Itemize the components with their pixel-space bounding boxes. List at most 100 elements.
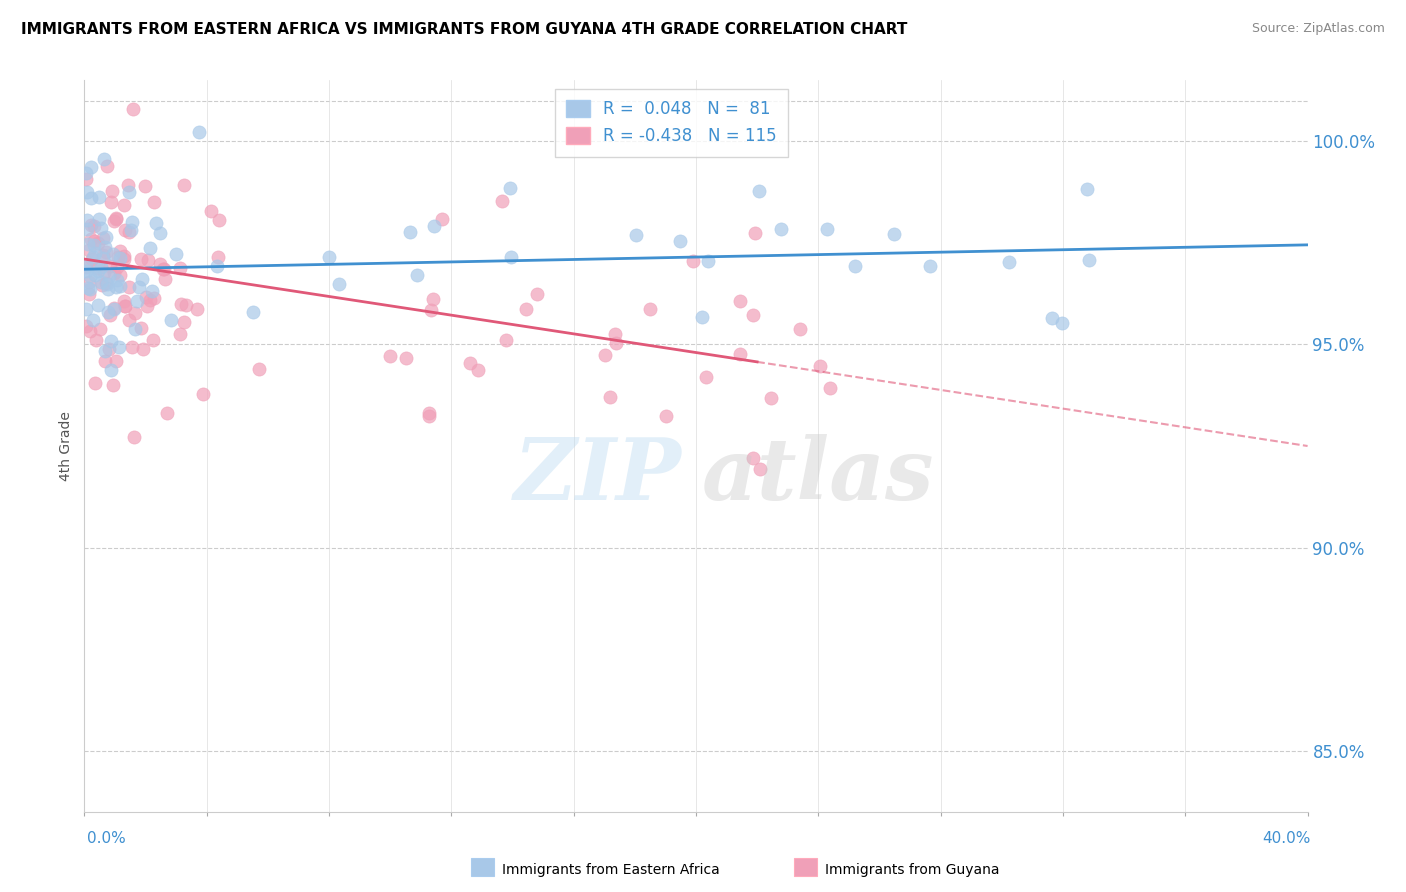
Point bbox=[141, 284, 163, 298]
Point bbox=[1050, 316, 1073, 330]
Point bbox=[98, 309, 121, 323]
Point bbox=[112, 198, 135, 212]
Point bbox=[121, 340, 143, 354]
Point bbox=[208, 213, 231, 227]
Point bbox=[93, 354, 115, 368]
Point bbox=[187, 125, 209, 139]
Point bbox=[79, 287, 101, 301]
Point bbox=[86, 235, 108, 250]
Point bbox=[91, 248, 114, 262]
Point bbox=[84, 333, 107, 347]
Point bbox=[110, 268, 132, 282]
Point bbox=[105, 211, 128, 226]
Point bbox=[132, 343, 155, 357]
Point bbox=[77, 237, 100, 252]
Point bbox=[100, 363, 122, 377]
Point bbox=[131, 272, 153, 286]
Point bbox=[605, 335, 627, 350]
Point bbox=[169, 260, 191, 275]
Point bbox=[114, 299, 136, 313]
Point bbox=[844, 259, 866, 273]
Point bbox=[422, 292, 444, 306]
Point bbox=[200, 203, 222, 218]
Point bbox=[75, 302, 97, 317]
Point bbox=[94, 276, 117, 290]
Point bbox=[728, 294, 751, 309]
Point bbox=[94, 230, 117, 244]
Point bbox=[97, 282, 120, 296]
Point bbox=[418, 409, 440, 423]
Point bbox=[134, 179, 156, 194]
Point bbox=[173, 315, 195, 329]
Point bbox=[398, 225, 420, 239]
Point bbox=[143, 195, 166, 210]
Point bbox=[79, 283, 101, 297]
Point bbox=[89, 322, 111, 336]
Point bbox=[118, 185, 141, 199]
Point bbox=[75, 264, 97, 278]
Point bbox=[695, 370, 717, 384]
Point bbox=[82, 251, 104, 265]
Point bbox=[103, 302, 125, 317]
Point bbox=[82, 313, 104, 327]
Point bbox=[93, 265, 115, 279]
Point bbox=[90, 221, 112, 235]
Point bbox=[101, 184, 124, 198]
Point bbox=[118, 225, 141, 239]
Point bbox=[80, 218, 103, 232]
Point bbox=[120, 222, 142, 236]
Point bbox=[458, 356, 481, 370]
Point bbox=[108, 279, 131, 293]
Point bbox=[135, 291, 157, 305]
Point bbox=[124, 321, 146, 335]
Point bbox=[145, 216, 167, 230]
Point bbox=[79, 268, 101, 283]
Point bbox=[669, 234, 692, 248]
Point bbox=[207, 250, 229, 264]
Point bbox=[595, 348, 617, 362]
Point bbox=[139, 293, 162, 307]
Point bbox=[128, 280, 150, 294]
Point bbox=[100, 334, 122, 348]
Point bbox=[526, 287, 548, 301]
Point bbox=[104, 211, 127, 226]
Point bbox=[91, 278, 114, 293]
Point bbox=[682, 253, 704, 268]
Point bbox=[748, 462, 770, 476]
Point bbox=[114, 299, 136, 313]
Point bbox=[423, 219, 446, 234]
Point bbox=[122, 430, 145, 444]
Text: Immigrants from Eastern Africa: Immigrants from Eastern Africa bbox=[502, 863, 720, 877]
Point bbox=[87, 264, 110, 278]
Point bbox=[318, 250, 340, 264]
Point bbox=[153, 272, 176, 286]
Point bbox=[91, 231, 114, 245]
Point bbox=[690, 310, 713, 324]
Point bbox=[105, 280, 128, 294]
Point bbox=[815, 222, 838, 236]
Point bbox=[75, 260, 97, 274]
Point bbox=[186, 302, 208, 317]
Point bbox=[86, 261, 108, 276]
Point bbox=[697, 254, 720, 268]
Point bbox=[77, 243, 100, 257]
Point bbox=[918, 259, 941, 273]
Point bbox=[103, 266, 125, 280]
Point bbox=[131, 321, 153, 335]
Point bbox=[744, 226, 766, 240]
Point bbox=[105, 260, 128, 275]
Point bbox=[76, 185, 98, 199]
Point bbox=[191, 387, 214, 401]
Point bbox=[139, 241, 162, 255]
Point bbox=[136, 299, 159, 313]
Point bbox=[149, 226, 172, 240]
Point bbox=[75, 166, 97, 180]
Point bbox=[173, 178, 195, 192]
Text: 40.0%: 40.0% bbox=[1263, 831, 1310, 847]
Point bbox=[83, 219, 105, 233]
Point bbox=[742, 309, 765, 323]
Point bbox=[883, 227, 905, 242]
Point bbox=[112, 294, 135, 309]
Point bbox=[467, 362, 489, 376]
Point bbox=[152, 262, 174, 277]
